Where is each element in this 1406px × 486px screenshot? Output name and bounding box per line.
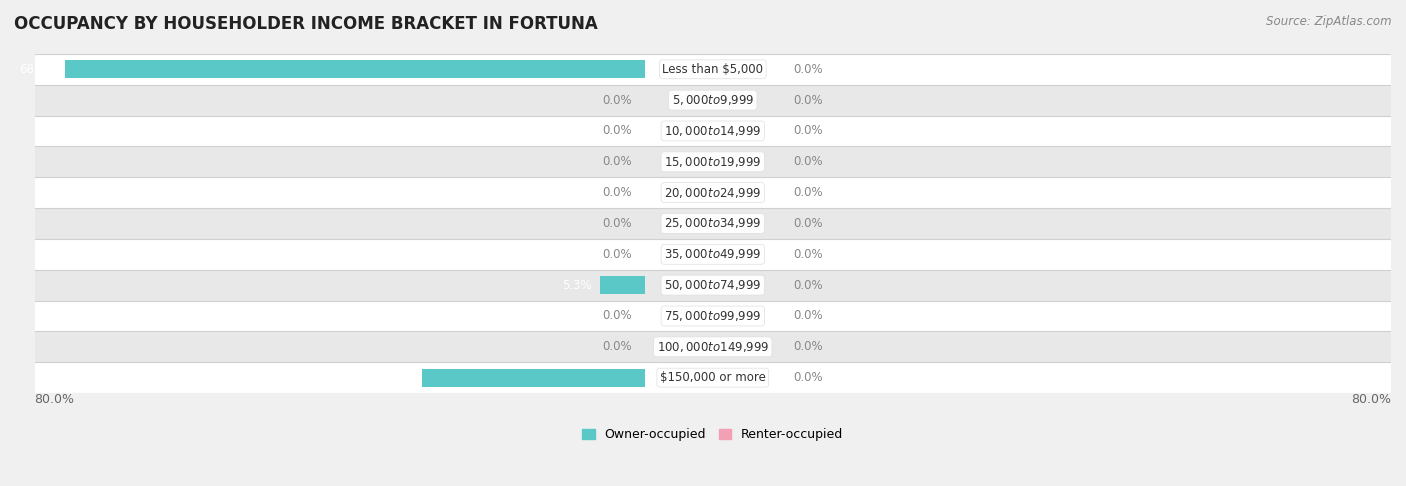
- Text: 0.0%: 0.0%: [793, 248, 823, 261]
- Bar: [35, 239, 1391, 270]
- Text: 0.0%: 0.0%: [793, 94, 823, 106]
- Text: 0.0%: 0.0%: [603, 124, 633, 138]
- Text: $10,000 to $14,999: $10,000 to $14,999: [664, 124, 762, 138]
- Bar: [35, 208, 1391, 239]
- Bar: [35, 362, 1391, 393]
- Bar: [422, 369, 645, 386]
- Text: $5,000 to $9,999: $5,000 to $9,999: [672, 93, 754, 107]
- Bar: [35, 177, 1391, 208]
- Text: Less than $5,000: Less than $5,000: [662, 63, 763, 76]
- Text: $150,000 or more: $150,000 or more: [659, 371, 766, 384]
- Text: 0.0%: 0.0%: [793, 278, 823, 292]
- Text: $50,000 to $74,999: $50,000 to $74,999: [664, 278, 762, 292]
- Text: 5.3%: 5.3%: [562, 278, 592, 292]
- Text: $75,000 to $99,999: $75,000 to $99,999: [664, 309, 762, 323]
- Text: 0.0%: 0.0%: [793, 310, 823, 323]
- Text: $100,000 to $149,999: $100,000 to $149,999: [657, 340, 769, 354]
- Text: 0.0%: 0.0%: [603, 186, 633, 199]
- Bar: [600, 276, 645, 294]
- Bar: [35, 300, 1391, 331]
- Text: 0.0%: 0.0%: [603, 94, 633, 106]
- Text: 0.0%: 0.0%: [603, 310, 633, 323]
- Bar: [35, 85, 1391, 116]
- Bar: [35, 331, 1391, 362]
- Bar: [35, 270, 1391, 300]
- Text: 0.0%: 0.0%: [793, 371, 823, 384]
- Bar: [35, 116, 1391, 146]
- Text: 0.0%: 0.0%: [793, 217, 823, 230]
- Text: 68.4%: 68.4%: [20, 63, 56, 76]
- Text: 0.0%: 0.0%: [793, 340, 823, 353]
- Bar: [35, 146, 1391, 177]
- Text: 80.0%: 80.0%: [1351, 393, 1391, 406]
- Text: 0.0%: 0.0%: [603, 156, 633, 168]
- Text: $35,000 to $49,999: $35,000 to $49,999: [664, 247, 762, 261]
- Text: 80.0%: 80.0%: [35, 393, 75, 406]
- Text: 0.0%: 0.0%: [793, 156, 823, 168]
- Text: $25,000 to $34,999: $25,000 to $34,999: [664, 216, 762, 230]
- Bar: [35, 54, 1391, 85]
- Text: OCCUPANCY BY HOUSEHOLDER INCOME BRACKET IN FORTUNA: OCCUPANCY BY HOUSEHOLDER INCOME BRACKET …: [14, 15, 598, 33]
- Text: 0.0%: 0.0%: [603, 248, 633, 261]
- Bar: [65, 60, 645, 78]
- Text: 0.0%: 0.0%: [603, 340, 633, 353]
- Text: 0.0%: 0.0%: [793, 186, 823, 199]
- Text: 0.0%: 0.0%: [603, 217, 633, 230]
- Text: Source: ZipAtlas.com: Source: ZipAtlas.com: [1267, 15, 1392, 28]
- Text: 26.3%: 26.3%: [377, 371, 413, 384]
- Text: $20,000 to $24,999: $20,000 to $24,999: [664, 186, 762, 200]
- Text: 0.0%: 0.0%: [793, 63, 823, 76]
- Text: 0.0%: 0.0%: [793, 124, 823, 138]
- Text: $15,000 to $19,999: $15,000 to $19,999: [664, 155, 762, 169]
- Legend: Owner-occupied, Renter-occupied: Owner-occupied, Renter-occupied: [582, 428, 844, 441]
